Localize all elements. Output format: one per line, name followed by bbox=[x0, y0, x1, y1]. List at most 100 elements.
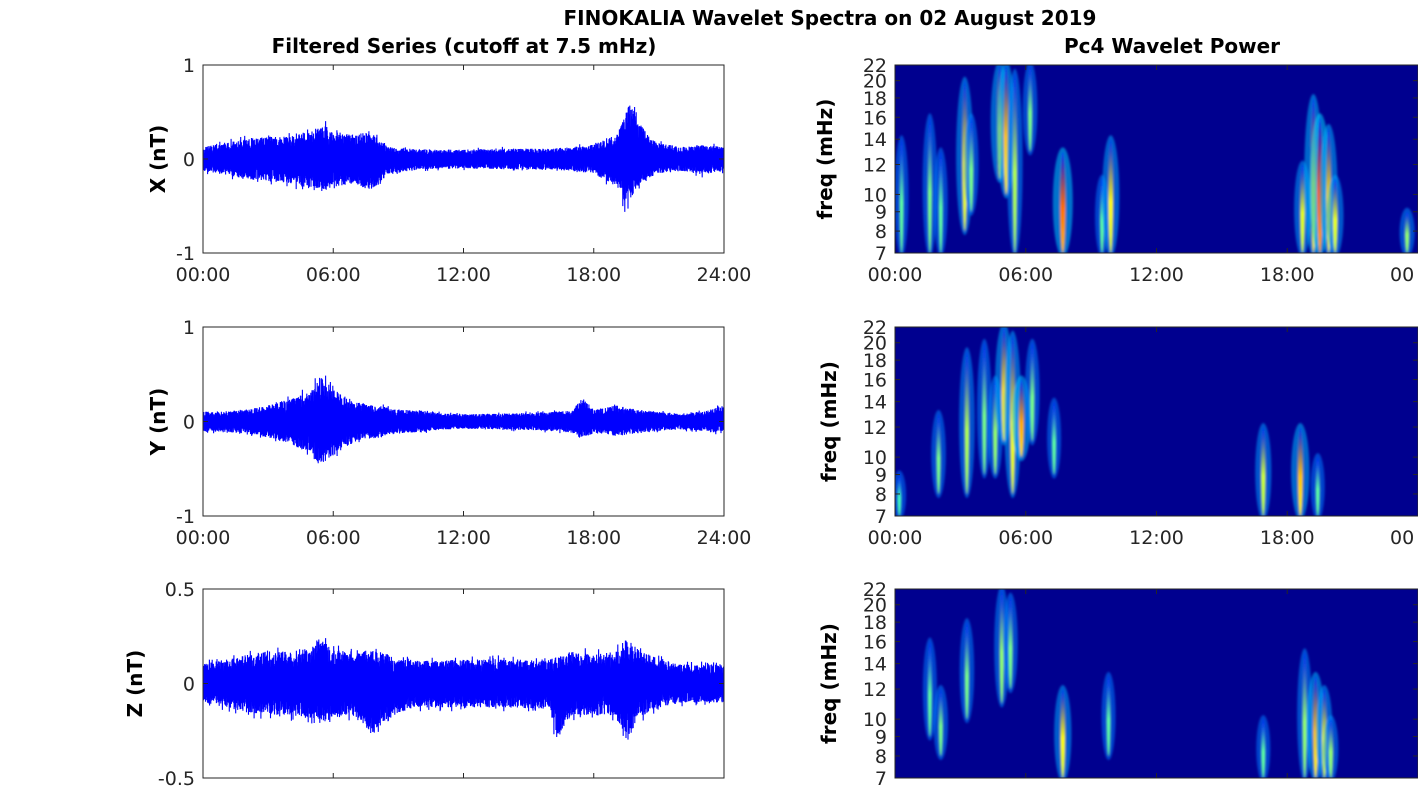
burst-core bbox=[1052, 401, 1057, 475]
x-tick-label: 12:00 bbox=[436, 264, 491, 286]
y-tick-label: 7 bbox=[875, 768, 887, 788]
x-tick-label: 00:00 bbox=[176, 527, 231, 549]
y-tick-label: 14 bbox=[863, 129, 887, 151]
axes-frame bbox=[202, 588, 725, 779]
burst-core bbox=[1106, 675, 1111, 756]
y-tick-label: 7 bbox=[875, 243, 887, 265]
y-tick-label: 22 bbox=[863, 579, 887, 601]
x-tick-label: 24:00 bbox=[697, 264, 752, 286]
x-tick-label: 18:00 bbox=[566, 527, 621, 549]
y-tick-label: 12 bbox=[863, 417, 887, 439]
y-tick-label: 14 bbox=[863, 654, 887, 676]
y-axis-label: freq (mHz) bbox=[817, 623, 841, 744]
burst-core bbox=[1008, 596, 1013, 690]
burst-core bbox=[982, 342, 987, 475]
x-tick-label: 18:00 bbox=[1260, 527, 1315, 549]
burst-core bbox=[964, 622, 969, 720]
burst-core bbox=[1030, 342, 1035, 442]
right-column-title: Pc4 Wavelet Power bbox=[1064, 34, 1280, 58]
y-tick-label: 20 bbox=[863, 333, 887, 355]
y-tick-label: 8 bbox=[875, 221, 887, 243]
x-tick-label: 24:00 bbox=[697, 527, 752, 549]
signal-trace bbox=[203, 638, 724, 740]
burst-core bbox=[1328, 719, 1333, 778]
y-tick-label: 22 bbox=[863, 55, 887, 77]
y-axis-label: X (nT) bbox=[146, 125, 170, 194]
y-tick-label: -1 bbox=[176, 243, 195, 265]
burst-core bbox=[1012, 72, 1018, 253]
y-tick-label: 16 bbox=[863, 632, 887, 654]
x-tick-label: 06:00 bbox=[998, 264, 1053, 286]
y-tick-label: 12 bbox=[863, 155, 887, 177]
axes-frame bbox=[894, 64, 1418, 254]
x-tick-label: 18:00 bbox=[1260, 264, 1315, 286]
y-tick-label: 10 bbox=[863, 709, 887, 731]
y-tick-label: 8 bbox=[875, 484, 887, 506]
y-tick-label: 10 bbox=[863, 184, 887, 206]
x-tick-label: 18:00 bbox=[566, 264, 621, 286]
burst-core bbox=[1018, 379, 1025, 458]
axes-frame bbox=[894, 588, 1418, 779]
y-axis-label: Y (nT) bbox=[146, 388, 170, 457]
y-axis-label: freq (mHz) bbox=[813, 99, 837, 220]
y-tick-label: 16 bbox=[863, 107, 887, 129]
left-column-title: Filtered Series (cutoff at 7.5 mHz) bbox=[272, 34, 657, 58]
y-tick-label: 18 bbox=[863, 88, 887, 110]
axes-frame bbox=[894, 326, 1418, 517]
y-axis-label: Z (nT) bbox=[123, 650, 147, 718]
y-tick-label: 18 bbox=[863, 350, 887, 372]
y-tick-label: 9 bbox=[875, 202, 887, 224]
burst-core bbox=[899, 139, 904, 253]
x-tick-label: 06:00 bbox=[998, 527, 1053, 549]
power-bursts bbox=[922, 589, 1339, 778]
x-component-series-panel: -1 0 1 00:00 06:00 12:00 18:00 24:00 X (nT) bbox=[146, 55, 751, 286]
y-tick-label: 1 bbox=[183, 55, 195, 77]
burst-core bbox=[1028, 65, 1033, 152]
burst-core bbox=[938, 151, 943, 253]
x-tick-label: 00:00 bbox=[176, 264, 231, 286]
burst-core bbox=[1315, 457, 1320, 516]
figure-title: FINOKALIA Wavelet Spectra on 02 August 2… bbox=[564, 6, 1097, 30]
burst-core bbox=[927, 641, 932, 737]
y-tick-label: 20 bbox=[863, 71, 887, 93]
y-tick-label: 0.5 bbox=[165, 579, 195, 601]
x-tick-label: 12:00 bbox=[1129, 527, 1184, 549]
burst-core bbox=[1405, 211, 1410, 253]
y-axis-label: freq (mHz) bbox=[817, 361, 841, 482]
power-bursts bbox=[895, 327, 1325, 516]
x-tick-label: 12:00 bbox=[1129, 264, 1184, 286]
burst-core bbox=[999, 589, 1004, 704]
y-tick-label: 10 bbox=[863, 447, 887, 469]
y-tick-label: -0.5 bbox=[158, 768, 195, 788]
y-tick-label: 12 bbox=[863, 679, 887, 701]
burst-core bbox=[1300, 164, 1305, 253]
x-tick-label: 00 bbox=[1390, 264, 1414, 286]
y-tick-label: 9 bbox=[875, 727, 887, 749]
burst-core bbox=[1060, 689, 1066, 778]
power-bursts bbox=[895, 65, 1415, 253]
burst-core bbox=[1261, 427, 1266, 516]
y-tick-label: 22 bbox=[863, 317, 887, 339]
x-tick-label: 12:00 bbox=[436, 527, 491, 549]
y-tick-label: -1 bbox=[176, 506, 195, 528]
y-tick-label: 9 bbox=[875, 465, 887, 487]
burst-core bbox=[1108, 139, 1114, 253]
burst-core bbox=[1060, 151, 1066, 253]
y-tick-label: 0 bbox=[183, 412, 195, 434]
y-tick-label: 14 bbox=[863, 392, 887, 414]
axes-frame bbox=[202, 326, 725, 517]
burst-core bbox=[1261, 719, 1266, 778]
burst-core bbox=[1297, 427, 1303, 516]
x-tick-label: 06:00 bbox=[306, 264, 361, 286]
y-tick-label: 0 bbox=[183, 149, 195, 171]
burst-core bbox=[1302, 652, 1307, 778]
y-tick-label: 1 bbox=[183, 317, 195, 339]
y-component-series-panel: -1 0 1 00:00 06:00 12:00 18:00 24:00 Y (nT) bbox=[146, 317, 751, 549]
burst-core bbox=[927, 117, 932, 253]
burst-core bbox=[936, 413, 941, 494]
signal-trace bbox=[203, 375, 724, 464]
x-tick-label: 00:00 bbox=[868, 527, 923, 549]
